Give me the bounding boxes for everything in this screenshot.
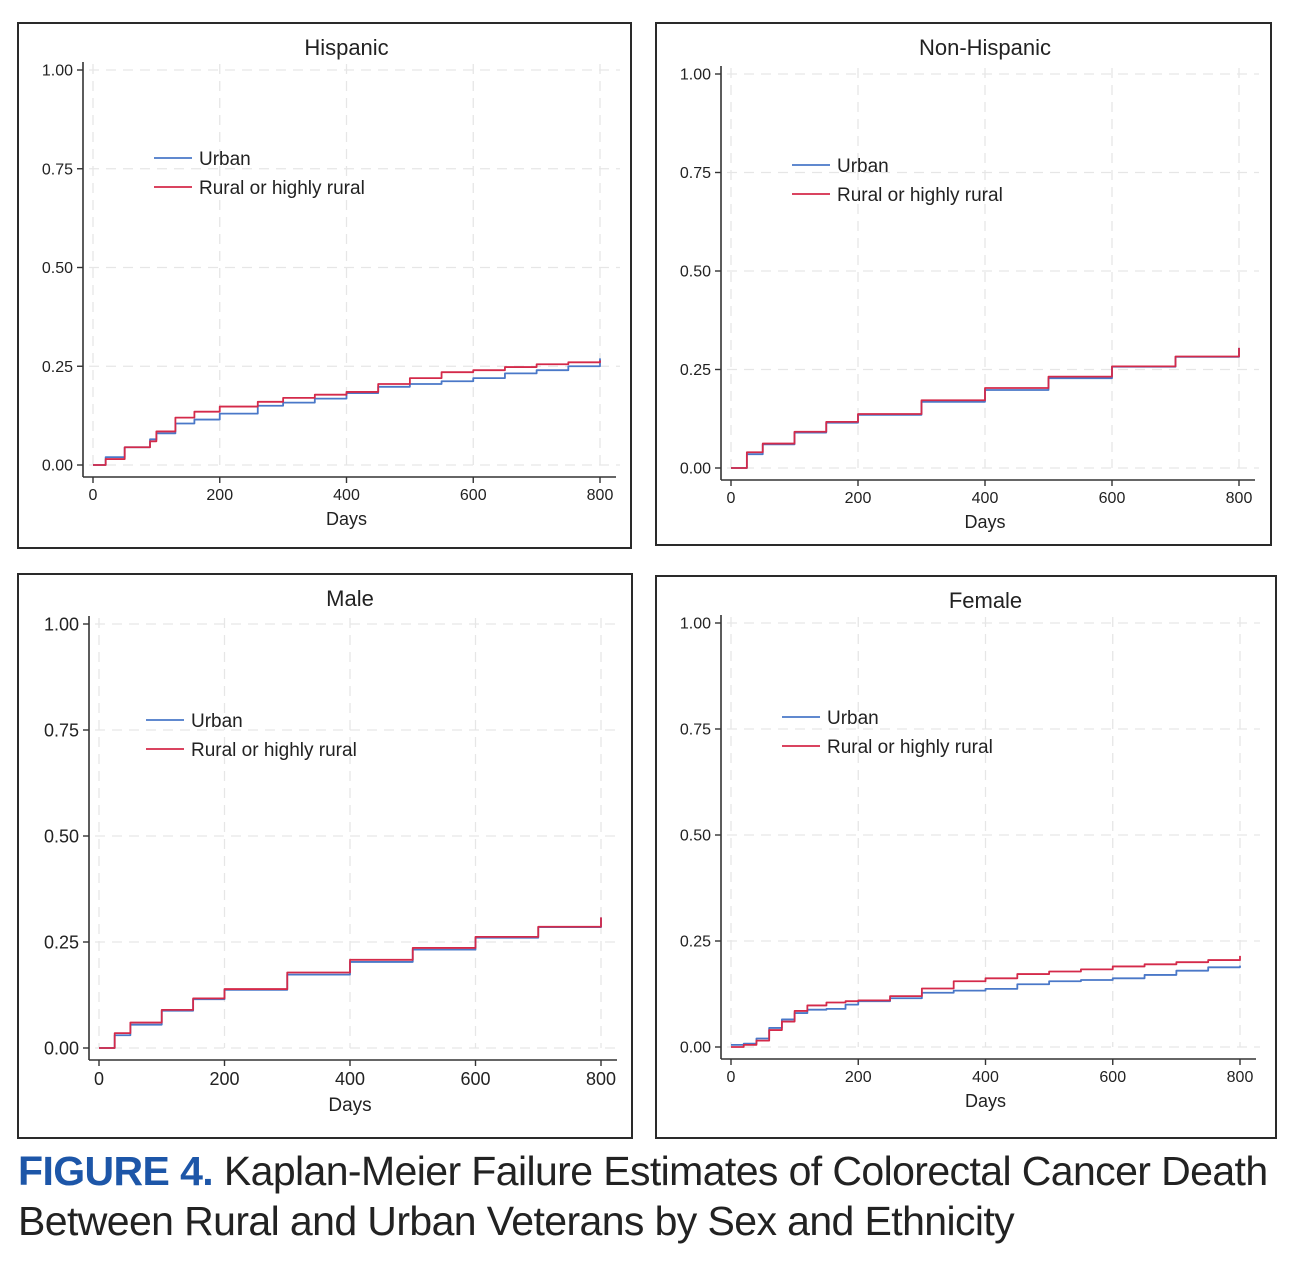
x-tick-label: 600 [1099,1069,1126,1086]
x-tick-label: 200 [209,1069,239,1089]
y-tick-label: 1.00 [680,616,711,633]
chart-title: Male [326,586,374,611]
x-tick-label: 400 [333,487,360,504]
x-tick-label: 400 [972,490,999,507]
chart-panel-non-hispanic: 0.00 0.25 0.50 0.75 1.00 0 200 400 600 800 Days Non… [655,22,1272,546]
series-line-rural [99,917,602,1049]
chart-panel-female: 0.00 0.25 0.50 0.75 1.00 0 200 400 600 800 Days Fem… [655,575,1277,1139]
female-chart-svg: 0.00 0.25 0.50 0.75 1.00 0 200 400 600 800 Days Fem… [680,588,1260,1111]
hispanic-chart-svg: 0.00 0.25 0.50 0.75 1.00 0 200 400 600 800 Days His… [42,35,620,529]
y-tick-label: 0.50 [44,826,79,846]
legend-label-rural: Rural or highly rural [827,737,993,758]
chart-title: Female [949,588,1022,613]
legend-label-rural: Rural or highly rural [191,740,357,761]
y-tick-label: 0.50 [42,260,73,277]
y-tick-label: 1.00 [44,614,79,634]
y-tick-label: 0.25 [680,362,711,379]
x-tick-label: 0 [727,490,736,507]
y-tick-label: 0.50 [680,828,711,845]
male-chart-svg: 0.00 0.25 0.50 0.75 1.00 0 200 400 600 800 Days Mal… [44,586,621,1116]
x-tick-label: 0 [94,1069,104,1089]
y-tick-label: 0.25 [42,359,73,376]
x-axis-label: Days [964,512,1005,532]
legend-label-urban: Urban [837,156,889,177]
x-tick-label: 200 [845,1069,872,1086]
series-line-rural [93,360,601,466]
x-tick-label: 400 [972,1069,999,1086]
x-tick-label: 600 [1099,490,1126,507]
x-tick-label: 0 [89,487,98,504]
x-axis-label: Days [328,1095,371,1116]
y-tick-label: 0.25 [680,934,711,951]
x-tick-label: 600 [460,1069,490,1089]
x-tick-label: 200 [206,487,233,504]
y-tick-label: 1.00 [42,63,73,80]
legend-label-urban: Urban [827,708,879,729]
x-tick-label: 800 [587,487,614,504]
x-tick-label: 200 [845,490,872,507]
series-line-rural [731,955,1241,1048]
x-tick-label: 600 [460,487,487,504]
x-tick-label: 800 [586,1069,616,1089]
chart-panel-hispanic: 0.00 0.25 0.50 0.75 1.00 0 200 400 600 800 Days His… [17,22,632,549]
y-tick-label: 0.75 [680,165,711,182]
x-tick-label: 0 [727,1069,736,1086]
y-tick-label: 1.00 [680,67,711,84]
y-tick-label: 0.75 [42,161,73,178]
chart-panel-male: 0.00 0.25 0.50 0.75 1.00 0 200 400 600 800 Days Mal… [17,573,633,1139]
legend-label-rural: Rural or highly rural [837,185,1003,206]
figure-caption-text: Kaplan-Meier Failure Estimates of Colore… [18,1148,1268,1244]
y-tick-label: 0.25 [44,932,79,952]
legend-label-urban: Urban [199,149,251,170]
y-tick-label: 0.50 [680,264,711,281]
y-tick-label: 0.75 [44,720,79,740]
y-tick-label: 0.00 [680,461,711,478]
x-tick-label: 800 [1227,1069,1254,1086]
y-tick-label: 0.00 [42,458,73,475]
y-tick-label: 0.00 [680,1040,711,1057]
series-line-urban [93,358,601,466]
y-tick-label: 0.75 [680,722,711,739]
non-hispanic-chart-svg: 0.00 0.25 0.50 0.75 1.00 0 200 400 600 800 Days Non… [680,35,1259,532]
x-axis-label: Days [965,1091,1006,1111]
chart-title: Hispanic [304,35,388,60]
x-tick-label: 400 [335,1069,365,1089]
x-tick-label: 800 [1226,490,1253,507]
legend-label-urban: Urban [191,711,243,732]
y-tick-label: 0.00 [44,1038,79,1058]
series-line-rural [731,347,1240,469]
figure-label: FIGURE 4. [18,1148,214,1194]
figure-caption: FIGURE 4. Kaplan-Meier Failure Estimates… [18,1146,1283,1246]
chart-title: Non-Hispanic [919,35,1051,60]
x-axis-label: Days [326,509,367,529]
legend-label-rural: Rural or highly rural [199,178,365,199]
